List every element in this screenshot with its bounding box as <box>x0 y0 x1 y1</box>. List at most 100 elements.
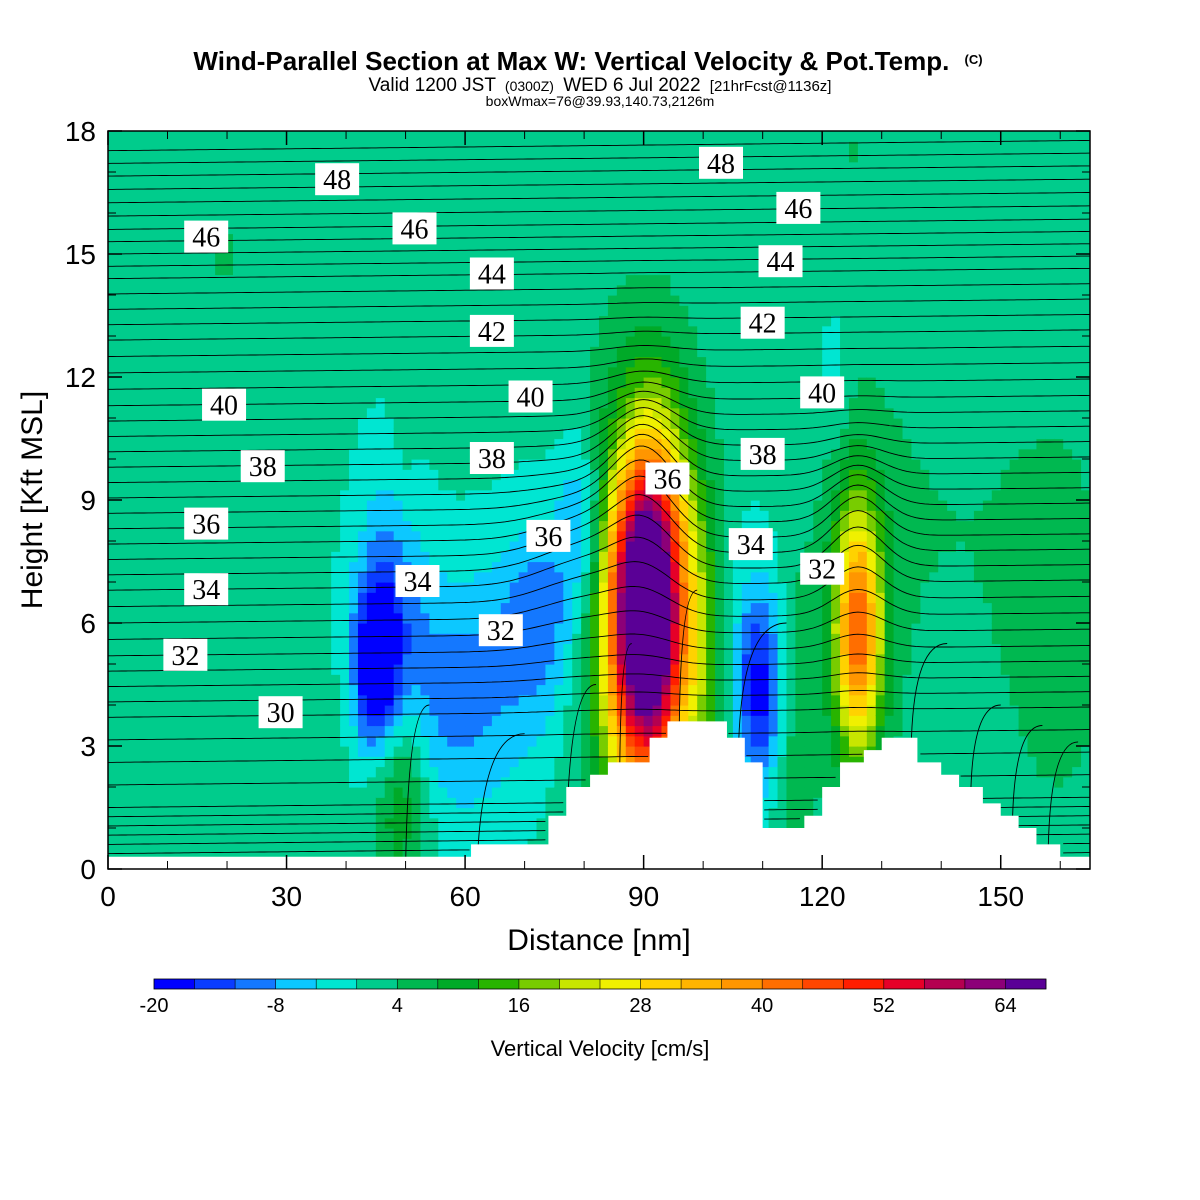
velocity-cell <box>607 325 618 337</box>
velocity-cell <box>277 797 288 809</box>
velocity-cell <box>500 776 511 788</box>
velocity-cell <box>179 182 189 194</box>
velocity-cell <box>384 592 395 604</box>
velocity-cell <box>465 182 475 194</box>
velocity-cell <box>170 305 181 317</box>
velocity-cell <box>116 161 127 173</box>
velocity-cell <box>215 776 225 788</box>
velocity-cell <box>438 612 448 624</box>
velocity-cell <box>340 561 350 573</box>
velocity-cell <box>170 387 181 399</box>
velocity-cell <box>206 828 216 839</box>
velocity-cell <box>375 674 386 686</box>
velocity-cell <box>250 746 261 757</box>
velocity-cell <box>438 438 448 450</box>
velocity-cell <box>688 172 698 183</box>
velocity-cell <box>429 664 439 675</box>
velocity-cell <box>697 387 707 399</box>
velocity-cell <box>607 295 618 306</box>
velocity-cell <box>206 274 216 286</box>
velocity-cell <box>143 807 154 819</box>
velocity-cell <box>161 797 172 809</box>
velocity-cell <box>572 407 582 419</box>
velocity-cell <box>482 817 493 829</box>
velocity-cell <box>393 705 404 716</box>
velocity-cell <box>706 284 716 296</box>
velocity-cell <box>224 705 234 716</box>
velocity-cell <box>152 725 163 737</box>
velocity-cell <box>375 151 386 163</box>
velocity-cell <box>313 489 323 501</box>
velocity-cell <box>241 213 252 224</box>
velocity-cell <box>295 397 305 409</box>
velocity-cell <box>607 202 618 214</box>
velocity-cell <box>482 366 493 378</box>
velocity-cell <box>241 756 252 768</box>
velocity-cell <box>340 541 350 552</box>
velocity-cell <box>108 161 118 173</box>
velocity-cell <box>197 407 207 419</box>
velocity-cell <box>697 192 707 204</box>
velocity-cell <box>116 172 127 183</box>
velocity-cell <box>340 684 350 696</box>
velocity-cell <box>232 223 243 235</box>
velocity-cell <box>420 366 430 378</box>
velocity-cell <box>447 438 457 450</box>
velocity-cell <box>188 561 198 573</box>
velocity-cell <box>286 510 297 522</box>
velocity-cell <box>304 623 314 634</box>
velocity-cell <box>197 325 207 337</box>
velocity-cell <box>295 161 305 173</box>
velocity-cell <box>224 653 234 665</box>
velocity-cell <box>340 254 350 265</box>
velocity-cell <box>536 684 547 696</box>
velocity-cell <box>268 551 279 563</box>
velocity-cell <box>393 295 404 306</box>
velocity-cell <box>607 602 618 614</box>
velocity-cell <box>590 448 600 460</box>
velocity-cell <box>393 284 404 296</box>
velocity-cell <box>375 500 386 511</box>
velocity-cell <box>652 346 663 358</box>
velocity-cell <box>706 459 716 470</box>
velocity-cell <box>482 202 493 214</box>
velocity-cell <box>715 653 725 665</box>
velocity-cell <box>491 787 502 798</box>
velocity-cell <box>375 510 386 522</box>
velocity-cell <box>607 356 618 368</box>
velocity-cell <box>331 530 341 542</box>
velocity-cell <box>215 828 225 839</box>
velocity-cell <box>545 428 555 440</box>
velocity-cell <box>232 807 243 819</box>
velocity-cell <box>152 797 163 809</box>
velocity-cell <box>340 602 350 614</box>
velocity-cell <box>250 428 261 440</box>
velocity-cell <box>679 571 689 583</box>
velocity-cell <box>590 397 600 409</box>
velocity-cell <box>170 602 181 614</box>
velocity-cell <box>607 664 618 675</box>
velocity-cell <box>688 387 698 399</box>
velocity-cell <box>527 787 538 798</box>
velocity-cell <box>581 131 591 142</box>
velocity-cell <box>268 746 279 757</box>
velocity-cell <box>250 192 261 204</box>
velocity-cell <box>259 653 270 665</box>
velocity-cell <box>402 172 413 183</box>
velocity-cell <box>474 131 484 142</box>
velocity-cell <box>715 397 725 409</box>
velocity-cell <box>134 315 145 327</box>
velocity-cell <box>706 182 716 194</box>
velocity-cell <box>456 797 466 809</box>
velocity-cell <box>527 213 538 224</box>
velocity-cell <box>161 571 172 583</box>
velocity-cell <box>152 356 163 368</box>
velocity-cell <box>349 602 359 614</box>
velocity-cell <box>277 438 288 450</box>
velocity-cell <box>420 489 430 501</box>
velocity-cell <box>188 828 198 839</box>
velocity-cell <box>518 746 529 757</box>
velocity-cell <box>429 643 439 655</box>
velocity-cell <box>420 284 430 296</box>
velocity-cell <box>670 254 680 265</box>
